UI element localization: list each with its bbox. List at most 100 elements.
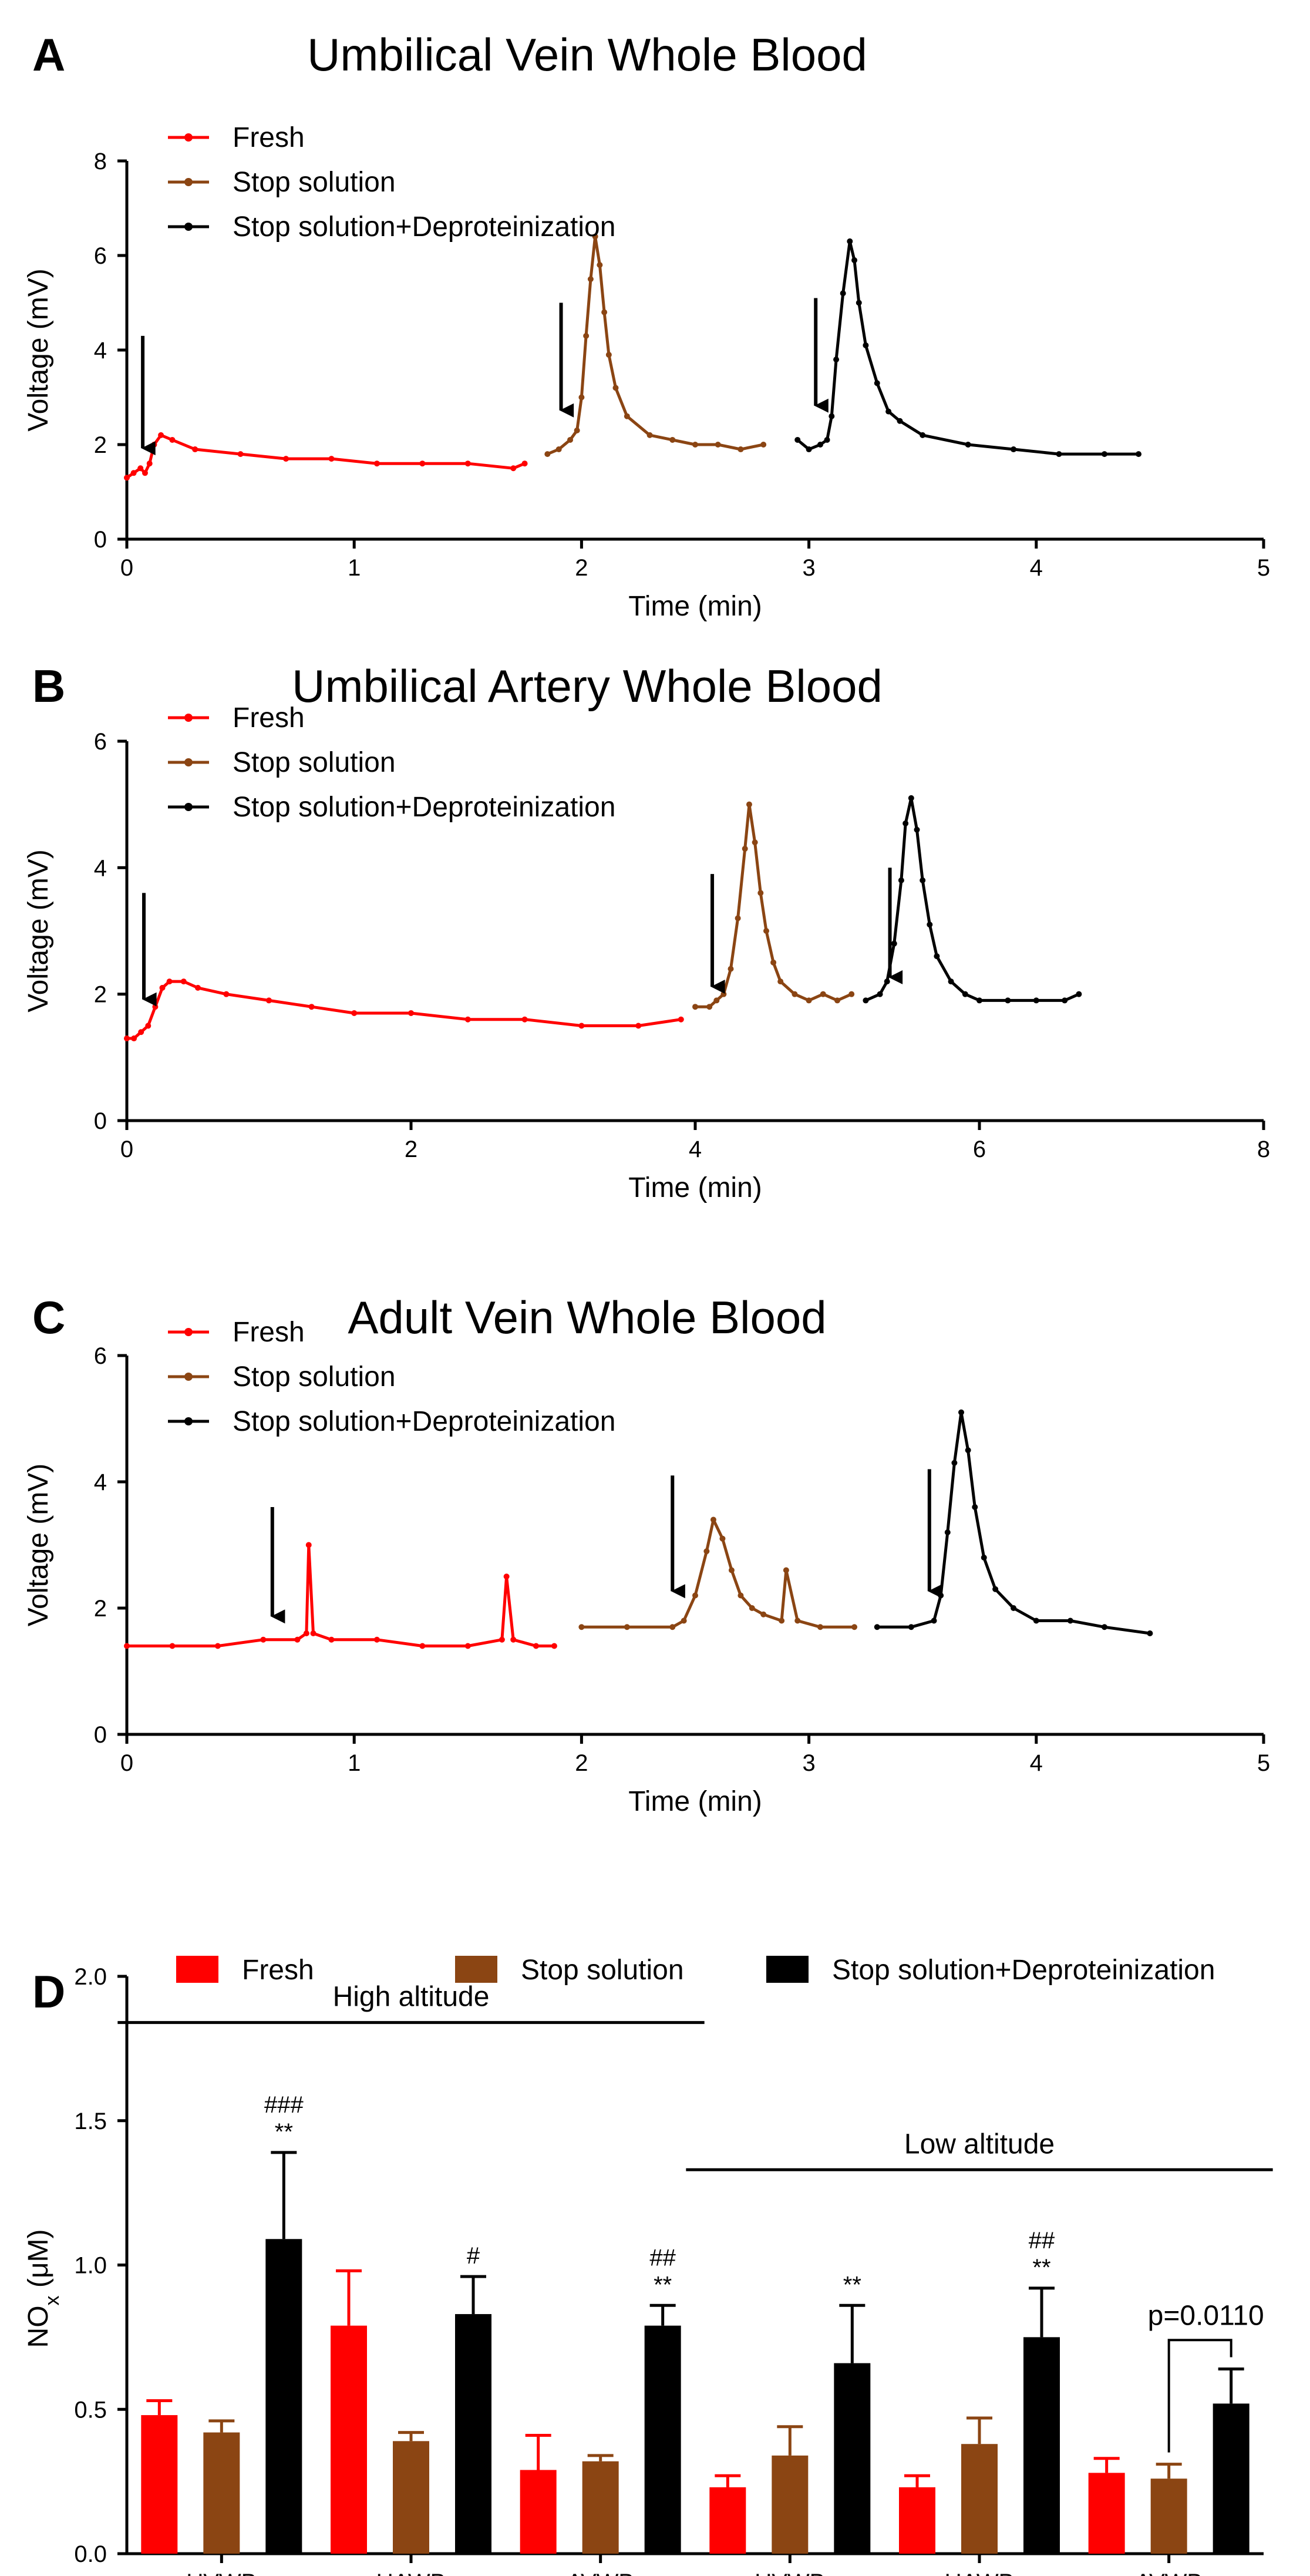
data-point [1067,1617,1073,1624]
bar [834,2363,871,2554]
data-point [817,1624,823,1630]
series-line-stop-solution [695,803,853,1008]
y-axis-label: NOx (μM) [23,2229,63,2348]
bar [1150,2479,1187,2554]
bar [265,2239,302,2554]
bar [582,2461,619,2554]
data-point [351,1010,358,1016]
data-point [720,991,727,997]
data-point [464,1643,471,1649]
bar [393,2441,429,2554]
data-point [419,460,426,467]
legend-label: Fresh [233,702,305,734]
legend-label: Stop solution+Deproteinization [832,1955,1215,1986]
data-point [583,332,590,339]
data-point [328,1636,335,1643]
data-point [824,436,830,443]
y-axis-label: Voltage (mV) [23,849,54,1012]
significance-mark: ** [1032,2255,1050,2281]
data-point [806,446,812,453]
legend-marker [184,1328,193,1336]
x-tick-label: 2 [575,1750,588,1776]
data-point [706,1004,713,1010]
data-point [551,1643,557,1649]
legend-marker [184,758,193,766]
data-point [874,1624,880,1630]
data-point [728,966,734,972]
data-point [503,1573,510,1580]
data-point [847,238,853,244]
data-point [951,1459,958,1466]
data-point [920,432,926,438]
y-tick-label: 0.0 [74,2541,107,2567]
data-point [1062,997,1068,1004]
data-point [806,997,812,1004]
data-point [464,1016,471,1023]
y-tick-label: 1.0 [74,2253,107,2279]
x-tick-label: AVWB [1135,2570,1203,2576]
x-tick-label: AVWB [567,2570,634,2576]
data-point [728,1567,735,1573]
data-point [934,953,940,960]
data-point [863,997,869,1004]
legend-label: Stop solution+Deproteinization [233,792,615,823]
data-point [770,959,777,966]
data-point [169,436,176,443]
legend-swatch [176,1956,218,1983]
series-line-fresh [127,1543,554,1647]
x-tick-label: 2 [575,555,588,581]
data-point [737,446,744,453]
data-point [783,1567,789,1573]
data-point [151,442,157,448]
y-tick-label: 2 [94,432,107,458]
p-value-label: p=0.0110 [1148,2300,1264,2331]
data-point [885,408,892,415]
data-point [521,460,528,467]
data-point [145,1023,151,1029]
data-point [294,1636,301,1643]
data-point [1147,1630,1153,1636]
data-point [938,1592,944,1599]
data-point [373,1636,380,1643]
data-point [1136,451,1142,458]
data-point [1056,451,1062,458]
legend-marker [184,803,193,811]
x-tick-label: 0 [120,1136,133,1162]
data-point [192,446,198,453]
data-point [510,1636,517,1643]
y-tick-label: 6 [94,243,107,269]
bar [709,2487,746,2554]
bar [1023,2337,1060,2554]
significance-mark: ** [275,2119,293,2145]
bar [455,2314,491,2554]
data-point [510,465,517,472]
data-point [794,1617,801,1624]
data-point [962,991,968,997]
data-point [303,1630,309,1636]
data-point [624,1624,630,1630]
y-tick-label: 4 [94,1469,107,1495]
data-point [587,276,594,283]
data-point [848,991,855,997]
significance-mark: ** [843,2272,861,2298]
data-point [124,1643,130,1649]
data-point [992,1586,999,1592]
data-point [976,997,982,1004]
series-line-fresh [127,980,682,1040]
bar [1213,2403,1250,2554]
data-point [308,1004,315,1010]
data-point [692,1592,698,1599]
data-point [757,890,764,896]
data-point [856,300,862,306]
x-tick-label: 1 [348,1750,361,1776]
axes [117,1975,1264,2563]
data-point [266,997,272,1004]
panel-letter: B [32,660,65,712]
y-tick-label: 0 [94,1722,107,1748]
x-tick-label: 3 [802,1750,815,1776]
data-point [752,839,758,846]
x-tick-label: 3 [802,555,815,581]
data-point [624,413,630,419]
x-tick-label: 5 [1257,1750,1270,1776]
series-line-stop-solution-deproteinization [877,1411,1150,1635]
